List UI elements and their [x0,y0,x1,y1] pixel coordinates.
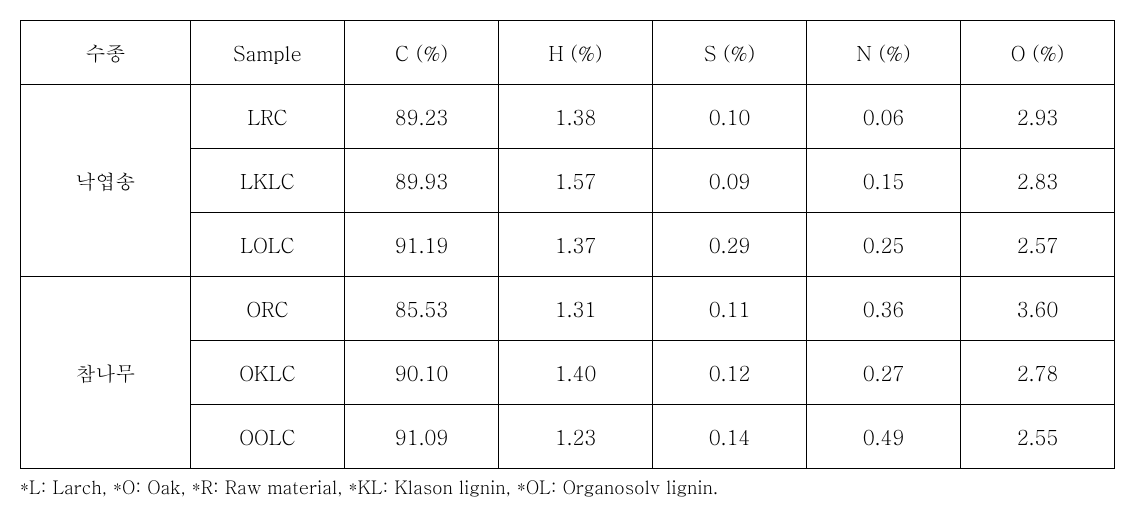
col-header-n: N (%) [807,21,961,85]
sample-cell: LRC [191,85,345,149]
value-cell: 1.23 [499,405,653,469]
value-cell: 90.10 [345,341,499,405]
sample-cell: OOLC [191,405,345,469]
species-cell: 낙엽송 [21,85,191,277]
col-header-o: O (%) [961,21,1115,85]
value-cell: 0.27 [807,341,961,405]
value-cell: 91.19 [345,213,499,277]
value-cell: 0.29 [653,213,807,277]
sample-cell: LKLC [191,149,345,213]
value-cell: 1.40 [499,341,653,405]
sample-cell: OKLC [191,341,345,405]
col-header-c: C (%) [345,21,499,85]
value-cell: 0.09 [653,149,807,213]
footnote-text: *L: Larch, *O: Oak, *R: Raw material, *K… [20,475,1114,500]
value-cell: 0.06 [807,85,961,149]
col-header-sample: Sample [191,21,345,85]
table-row: 참나무 ORC 85.53 1.31 0.11 0.36 3.60 [21,277,1115,341]
col-header-species: 수종 [21,21,191,85]
table-row: 낙엽송 LRC 89.23 1.38 0.10 0.06 2.93 [21,85,1115,149]
value-cell: 89.93 [345,149,499,213]
value-cell: 0.25 [807,213,961,277]
value-cell: 1.31 [499,277,653,341]
value-cell: 0.12 [653,341,807,405]
value-cell: 91.09 [345,405,499,469]
col-header-s: S (%) [653,21,807,85]
species-cell: 참나무 [21,277,191,469]
sample-cell: ORC [191,277,345,341]
value-cell: 0.10 [653,85,807,149]
value-cell: 0.49 [807,405,961,469]
value-cell: 0.15 [807,149,961,213]
value-cell: 0.11 [653,277,807,341]
col-header-h: H (%) [499,21,653,85]
value-cell: 1.38 [499,85,653,149]
value-cell: 0.14 [653,405,807,469]
value-cell: 3.60 [961,277,1115,341]
value-cell: 0.36 [807,277,961,341]
value-cell: 2.83 [961,149,1115,213]
value-cell: 2.55 [961,405,1115,469]
value-cell: 1.57 [499,149,653,213]
value-cell: 2.78 [961,341,1115,405]
value-cell: 89.23 [345,85,499,149]
table-header-row: 수종 Sample C (%) H (%) S (%) N (%) O (%) [21,21,1115,85]
sample-cell: LOLC [191,213,345,277]
value-cell: 85.53 [345,277,499,341]
value-cell: 2.93 [961,85,1115,149]
value-cell: 1.37 [499,213,653,277]
data-table: 수종 Sample C (%) H (%) S (%) N (%) O (%) … [20,20,1115,469]
value-cell: 2.57 [961,213,1115,277]
